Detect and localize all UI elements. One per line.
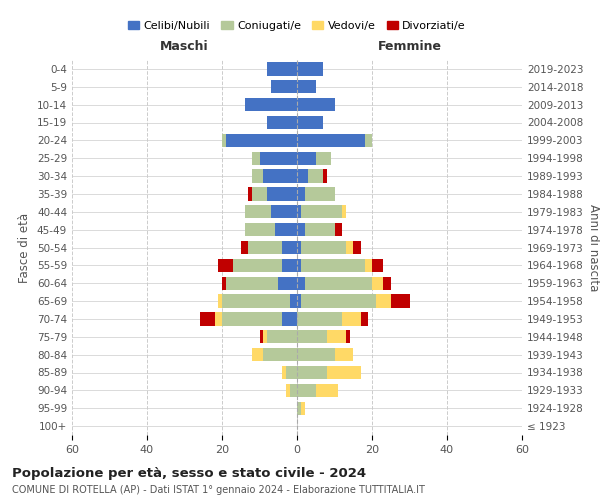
Bar bbox=[275, 223, 297, 236]
Bar bbox=[267, 116, 297, 129]
Bar bbox=[233, 258, 282, 272]
Bar bbox=[248, 241, 282, 254]
Text: Popolazione per età, sesso e stato civile - 2024: Popolazione per età, sesso e stato civil… bbox=[12, 468, 366, 480]
Bar bbox=[267, 187, 297, 200]
Bar bbox=[282, 312, 297, 326]
Bar bbox=[245, 205, 271, 218]
Bar bbox=[267, 62, 297, 76]
Bar bbox=[245, 223, 275, 236]
Bar bbox=[372, 276, 383, 290]
Bar bbox=[335, 348, 353, 362]
Bar bbox=[297, 258, 301, 272]
Bar bbox=[301, 241, 346, 254]
Text: Maschi: Maschi bbox=[160, 40, 209, 53]
Bar bbox=[301, 258, 365, 272]
Text: Femmine: Femmine bbox=[377, 40, 442, 53]
Bar bbox=[263, 330, 267, 344]
Bar bbox=[260, 330, 263, 344]
Bar bbox=[391, 294, 409, 308]
Bar bbox=[342, 312, 361, 326]
Bar bbox=[241, 241, 248, 254]
Bar bbox=[297, 384, 316, 397]
Bar bbox=[226, 276, 278, 290]
Bar bbox=[346, 330, 349, 344]
Bar bbox=[297, 223, 305, 236]
Bar bbox=[335, 223, 342, 236]
Bar bbox=[252, 152, 260, 165]
Bar bbox=[297, 366, 327, 379]
Bar bbox=[252, 187, 267, 200]
Y-axis label: Anni di nascita: Anni di nascita bbox=[587, 204, 600, 291]
Bar bbox=[271, 80, 297, 94]
Bar bbox=[226, 134, 297, 147]
Bar bbox=[365, 134, 372, 147]
Bar bbox=[222, 134, 226, 147]
Bar bbox=[282, 258, 297, 272]
Bar bbox=[305, 276, 372, 290]
Bar bbox=[316, 152, 331, 165]
Bar bbox=[361, 312, 368, 326]
Bar bbox=[263, 348, 297, 362]
Bar bbox=[365, 258, 372, 272]
Bar bbox=[327, 366, 361, 379]
Bar bbox=[282, 241, 297, 254]
Bar bbox=[297, 348, 335, 362]
Bar bbox=[297, 276, 305, 290]
Legend: Celibi/Nubili, Coniugati/e, Vedovi/e, Divorziati/e: Celibi/Nubili, Coniugati/e, Vedovi/e, Di… bbox=[124, 17, 470, 36]
Bar bbox=[297, 241, 301, 254]
Bar bbox=[286, 366, 297, 379]
Bar bbox=[222, 294, 290, 308]
Bar bbox=[327, 330, 346, 344]
Bar bbox=[222, 312, 282, 326]
Y-axis label: Fasce di età: Fasce di età bbox=[19, 212, 31, 282]
Bar bbox=[316, 384, 338, 397]
Bar bbox=[297, 62, 323, 76]
Bar bbox=[252, 170, 263, 183]
Bar bbox=[218, 258, 233, 272]
Bar bbox=[297, 98, 335, 112]
Bar bbox=[222, 276, 226, 290]
Bar bbox=[323, 170, 327, 183]
Bar bbox=[301, 294, 376, 308]
Bar bbox=[305, 223, 335, 236]
Bar bbox=[286, 384, 290, 397]
Bar bbox=[297, 152, 316, 165]
Bar bbox=[372, 258, 383, 272]
Bar bbox=[215, 312, 222, 326]
Bar bbox=[297, 134, 365, 147]
Text: COMUNE DI ROTELLA (AP) - Dati ISTAT 1° gennaio 2024 - Elaborazione TUTTITALIA.IT: COMUNE DI ROTELLA (AP) - Dati ISTAT 1° g… bbox=[12, 485, 425, 495]
Bar bbox=[297, 294, 301, 308]
Bar bbox=[290, 294, 297, 308]
Bar bbox=[271, 205, 297, 218]
Bar bbox=[263, 170, 297, 183]
Bar bbox=[290, 384, 297, 397]
Bar bbox=[248, 187, 252, 200]
Bar bbox=[297, 170, 308, 183]
Bar bbox=[305, 187, 335, 200]
Bar bbox=[297, 80, 316, 94]
Bar bbox=[278, 276, 297, 290]
Bar bbox=[383, 276, 391, 290]
Bar bbox=[260, 152, 297, 165]
Bar bbox=[346, 241, 353, 254]
Bar bbox=[297, 205, 301, 218]
Bar bbox=[376, 294, 391, 308]
Bar bbox=[297, 330, 327, 344]
Bar bbox=[308, 170, 323, 183]
Bar bbox=[297, 312, 342, 326]
Bar bbox=[199, 312, 215, 326]
Bar bbox=[342, 205, 346, 218]
Bar bbox=[282, 366, 286, 379]
Bar bbox=[297, 402, 301, 415]
Bar bbox=[252, 348, 263, 362]
Bar bbox=[297, 116, 323, 129]
Bar bbox=[301, 205, 342, 218]
Bar bbox=[301, 402, 305, 415]
Bar bbox=[267, 330, 297, 344]
Bar bbox=[297, 187, 305, 200]
Bar bbox=[218, 294, 222, 308]
Bar bbox=[353, 241, 361, 254]
Bar bbox=[245, 98, 297, 112]
